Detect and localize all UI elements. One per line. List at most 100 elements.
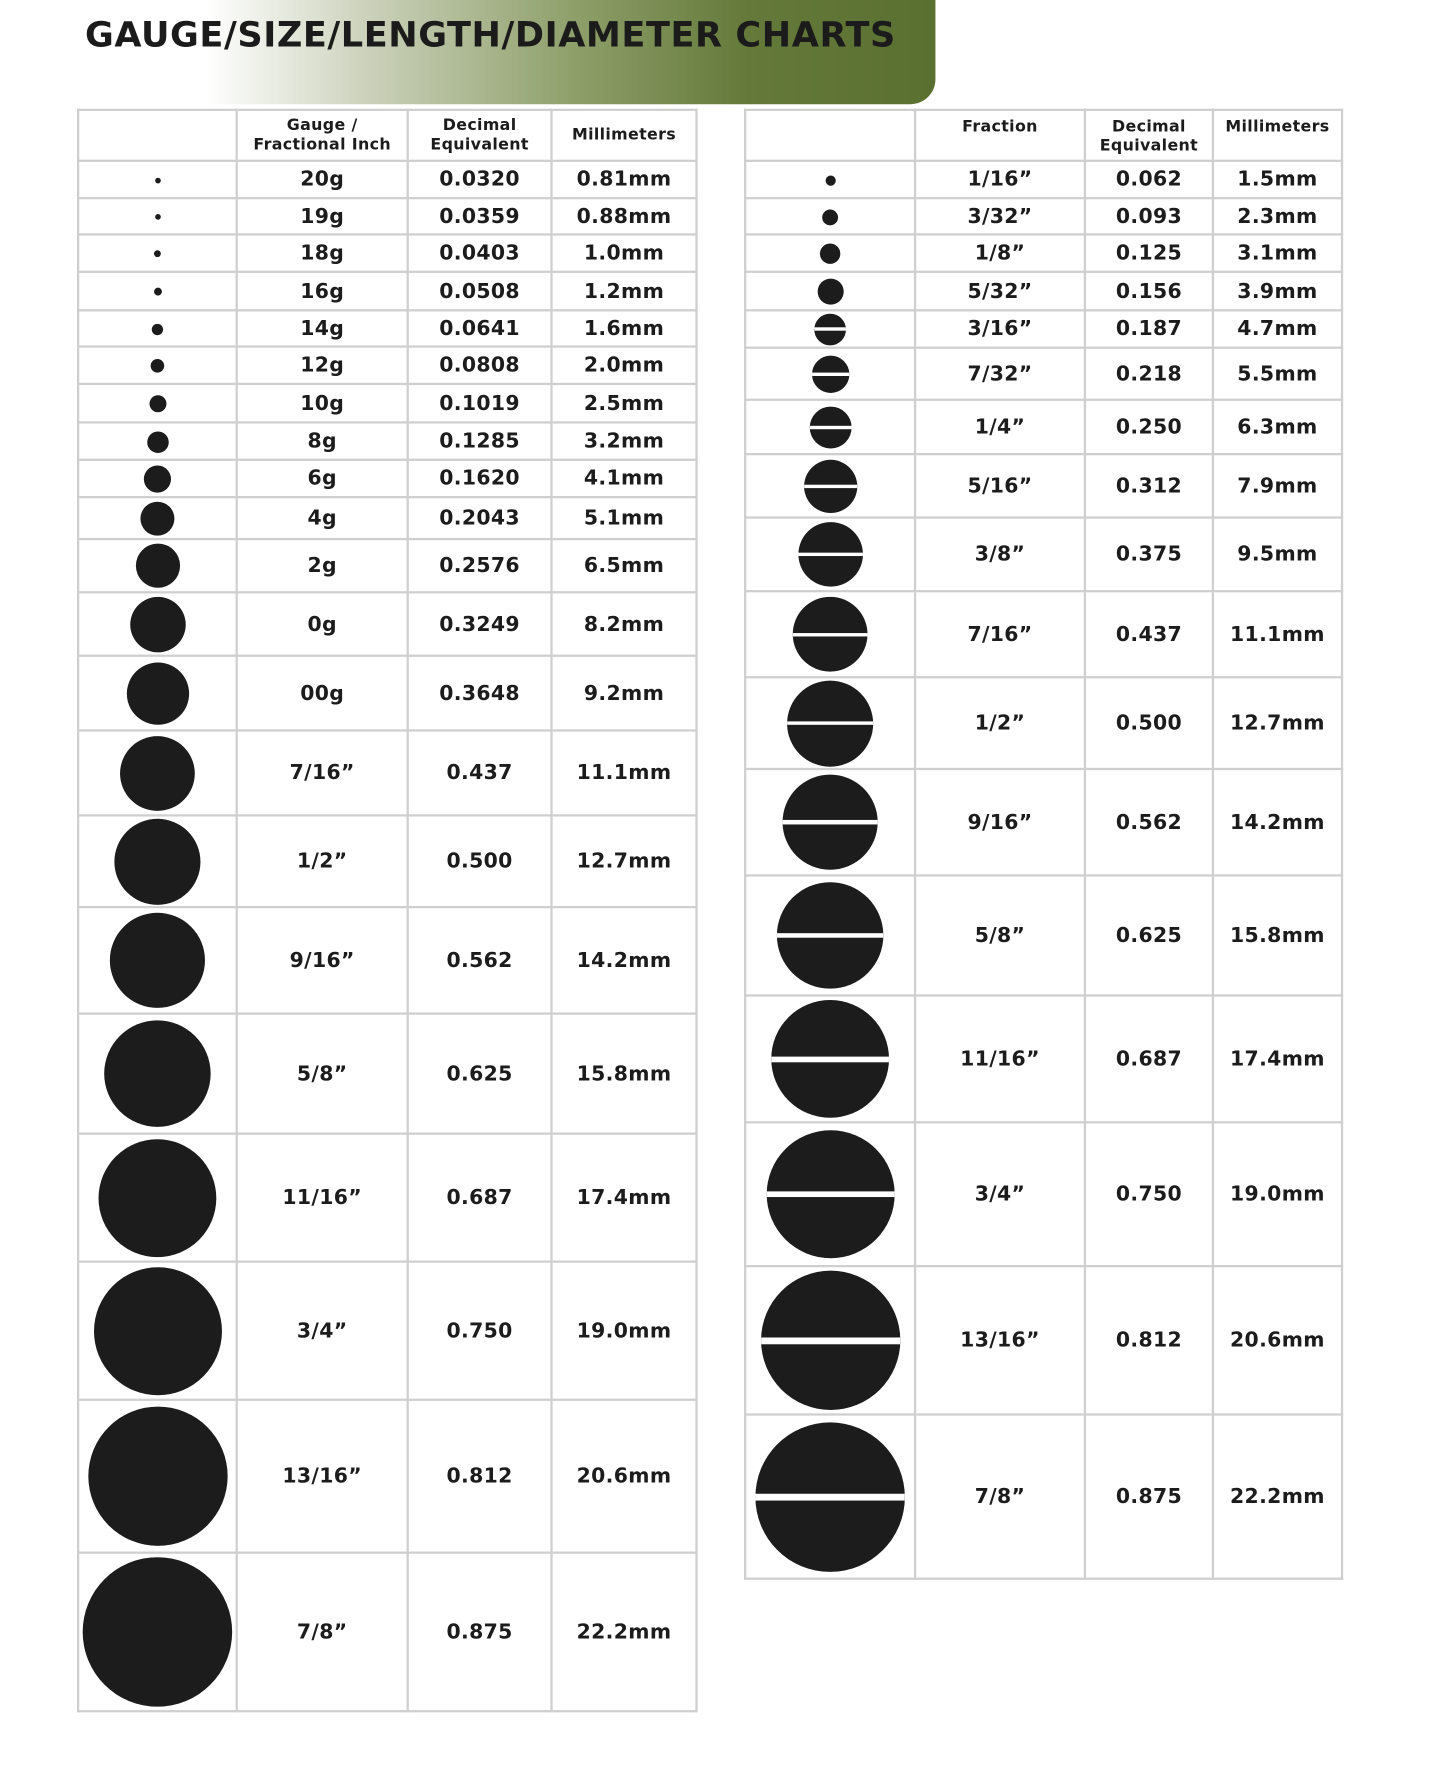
solid-circle-icon bbox=[120, 735, 195, 811]
size-circle-cell bbox=[744, 159, 917, 200]
millimeters-cell: 15.8mm bbox=[550, 1012, 698, 1135]
solid-circle-icon bbox=[146, 430, 169, 453]
size-circle-cell bbox=[77, 1398, 238, 1554]
size-cell: 6g bbox=[235, 458, 409, 499]
solid-circle-icon bbox=[154, 214, 161, 220]
header-decimal: Decimal Equivalent bbox=[1083, 108, 1215, 162]
size-cell: 4g bbox=[235, 496, 409, 541]
table-row: 7/16” 0.437 11.1mm bbox=[77, 729, 698, 817]
millimeters-cell: 1.6mm bbox=[550, 309, 698, 348]
size-cell: 0g bbox=[235, 591, 409, 657]
millimeters-cell: 3.2mm bbox=[550, 421, 698, 461]
header-row: Fraction Decimal Equivalent Millimeters bbox=[744, 108, 1344, 162]
table-row: 9/16” 0.562 14.2mm bbox=[77, 906, 698, 1015]
size-cell: 5/8” bbox=[913, 874, 1087, 997]
table-row: 14g 0.0641 1.6mm bbox=[77, 309, 698, 348]
decimal-cell: 0.875 bbox=[406, 1551, 553, 1713]
decimal-cell: 0.250 bbox=[1083, 398, 1215, 456]
decimal-cell: 0.093 bbox=[1083, 197, 1215, 236]
solid-circle-icon bbox=[114, 818, 201, 905]
decimal-cell: 0.0359 bbox=[406, 197, 553, 236]
size-circle-cell bbox=[77, 345, 238, 386]
millimeters-cell: 12.7mm bbox=[1211, 676, 1344, 771]
size-cell: 9/16” bbox=[235, 906, 409, 1015]
size-circle-cell bbox=[744, 767, 917, 877]
size-cell: 18g bbox=[235, 233, 409, 273]
size-cell: 7/32” bbox=[913, 346, 1087, 401]
solid-circle-icon bbox=[87, 1406, 228, 1546]
striped-circle-icon bbox=[787, 680, 874, 767]
size-cell: 19g bbox=[235, 197, 409, 236]
size-cell: 12g bbox=[235, 345, 409, 386]
size-circle-cell bbox=[744, 398, 917, 456]
millimeters-cell: 14.2mm bbox=[1211, 767, 1344, 877]
millimeters-cell: 20.6mm bbox=[550, 1398, 698, 1554]
size-cell: 20g bbox=[235, 159, 409, 200]
size-cell: 3/16” bbox=[913, 309, 1087, 349]
millimeters-cell: 9.2mm bbox=[550, 654, 698, 732]
millimeters-cell: 19.0mm bbox=[1211, 1121, 1344, 1268]
size-circle-cell bbox=[77, 1012, 238, 1135]
decimal-cell: 0.500 bbox=[406, 814, 553, 909]
table-row: 3/32” 0.093 2.3mm bbox=[744, 197, 1344, 236]
solid-circle-icon bbox=[151, 323, 164, 335]
table-row: 5/16” 0.312 7.9mm bbox=[744, 453, 1344, 519]
stripe-mark bbox=[760, 1336, 900, 1344]
size-circle-cell bbox=[744, 676, 917, 771]
size-circle-cell bbox=[77, 270, 238, 312]
decimal-cell: 0.1620 bbox=[406, 458, 553, 499]
millimeters-cell: 20.6mm bbox=[1211, 1265, 1344, 1416]
page-title: GAUGE/SIZE/LENGTH/DIAMETER CHARTS bbox=[84, 14, 896, 56]
striped-circle-icon bbox=[817, 278, 844, 305]
table-row: 3/8” 0.375 9.5mm bbox=[744, 516, 1344, 593]
millimeters-cell: 6.3mm bbox=[1211, 398, 1344, 456]
millimeters-cell: 11.1mm bbox=[550, 729, 698, 817]
millimeters-cell: 5.1mm bbox=[550, 496, 698, 541]
solid-circle-icon bbox=[126, 661, 189, 725]
striped-circle-icon bbox=[811, 355, 849, 393]
table-row: 0g 0.3249 8.2mm bbox=[77, 591, 698, 657]
decimal-cell: 0.687 bbox=[406, 1132, 553, 1263]
decimal-cell: 0.750 bbox=[1083, 1121, 1215, 1268]
size-cell: 11/16” bbox=[235, 1132, 409, 1263]
decimal-cell: 0.218 bbox=[1083, 346, 1215, 401]
striped-circle-icon bbox=[803, 459, 857, 513]
table-row: 7/8” 0.875 22.2mm bbox=[77, 1551, 698, 1713]
decimal-cell: 0.375 bbox=[1083, 516, 1215, 593]
size-cell: 13/16” bbox=[913, 1265, 1087, 1416]
size-cell: 3/4” bbox=[235, 1260, 409, 1401]
size-cell: 3/32” bbox=[913, 197, 1087, 236]
size-circle-cell bbox=[744, 516, 917, 593]
header-circle bbox=[744, 108, 917, 162]
decimal-cell: 0.0641 bbox=[406, 309, 553, 348]
solid-circle-icon bbox=[143, 464, 172, 493]
size-cell: 5/32” bbox=[913, 270, 1087, 312]
striped-circle-icon bbox=[825, 174, 836, 186]
size-circle-cell bbox=[744, 309, 917, 349]
header-fraction: Fraction bbox=[913, 108, 1087, 162]
decimal-cell: 0.812 bbox=[1083, 1265, 1215, 1416]
table-row: 13/16” 0.812 20.6mm bbox=[744, 1265, 1344, 1416]
table-row: 3/4” 0.750 19.0mm bbox=[77, 1260, 698, 1401]
solid-circle-icon bbox=[153, 287, 162, 296]
striped-circle-icon bbox=[771, 999, 890, 1118]
millimeters-cell: 22.2mm bbox=[1211, 1413, 1344, 1580]
decimal-cell: 0.062 bbox=[1083, 159, 1215, 200]
decimal-cell: 0.3648 bbox=[406, 654, 553, 732]
decimal-cell: 0.1285 bbox=[406, 421, 553, 461]
solid-circle-icon bbox=[109, 912, 205, 1008]
decimal-cell: 0.187 bbox=[1083, 309, 1215, 349]
table-row: 1/2” 0.500 12.7mm bbox=[77, 814, 698, 909]
size-cell: 11/16” bbox=[913, 994, 1087, 1124]
stripe-mark bbox=[782, 819, 878, 825]
size-cell: 8g bbox=[235, 421, 409, 461]
decimal-cell: 0.0320 bbox=[406, 159, 553, 200]
stripe-mark bbox=[787, 721, 874, 725]
solid-circle-icon bbox=[135, 543, 180, 588]
size-circle-cell bbox=[744, 233, 917, 273]
size-cell: 9/16” bbox=[913, 767, 1087, 877]
table-row: 19g 0.0359 0.88mm bbox=[77, 197, 698, 236]
striped-circle-icon bbox=[755, 1421, 905, 1572]
decimal-cell: 0.625 bbox=[1083, 874, 1215, 997]
size-circle-cell bbox=[77, 382, 238, 424]
